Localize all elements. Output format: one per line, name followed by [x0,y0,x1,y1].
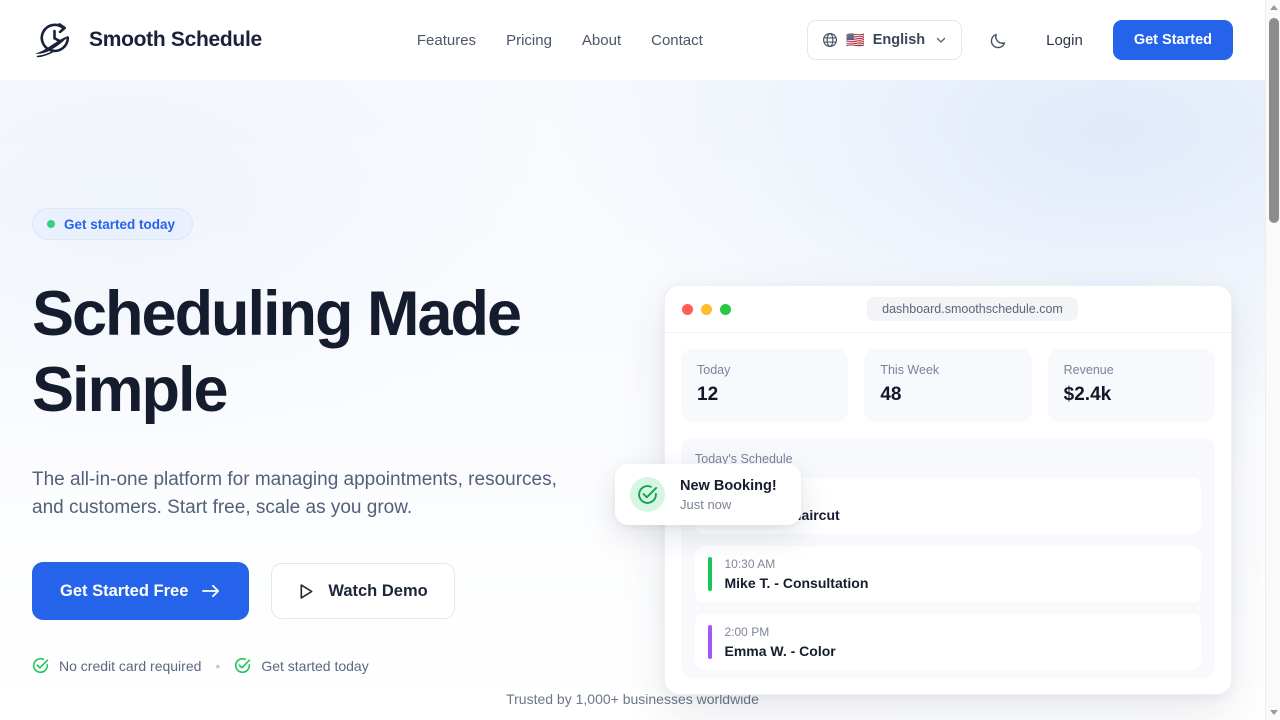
trust-separator: • [215,657,221,674]
stat-label: Today [697,363,731,377]
main-nav: Features Pricing About Contact [402,24,718,57]
stat-value: $2.4k [1063,384,1112,405]
browser-toolbar: dashboard.smoothschedule.com [665,286,1231,333]
hero-badge: Get started today [32,208,194,240]
stat-card-today: Today 12 [681,349,849,422]
play-icon [300,583,313,599]
get-started-free-button[interactable]: Get Started Free [32,562,250,620]
stat-value: 48 [880,384,902,405]
trust-label: No credit card required [59,657,202,674]
appointment-color-bar [708,625,712,659]
clock-swoosh-logo-icon [35,23,70,58]
login-link[interactable]: Login [1046,31,1083,49]
nav-item-about[interactable]: About [581,31,622,49]
hero-content: Get started today Scheduling Made Simple… [32,80,632,695]
page-scrollbar[interactable] [1265,0,1280,720]
language-label: English [872,32,926,48]
arrow-right-icon [202,584,220,598]
nav-item-features[interactable]: Features [416,31,477,49]
globe-icon [823,33,838,47]
chevron-down-icon [936,37,946,43]
hero-badge-label: Get started today [64,216,176,232]
status-dot-icon [47,220,55,228]
toast-title: New Booking! [680,477,777,494]
trust-item: Get started today [234,657,369,674]
appointment-time: 10:30 AM [724,557,776,571]
appointment-name: Emma W. - Color [724,643,836,659]
page-title: Scheduling Made Simple [32,279,522,425]
nav-item-pricing[interactable]: Pricing [506,31,552,49]
check-circle-icon [235,657,251,674]
stat-card-revenue: Revenue $2.4k [1047,349,1215,422]
get-started-free-label: Get Started Free [60,581,189,600]
hero-cta-row: Get Started Free Watch Demo [32,562,632,620]
address-bar[interactable]: dashboard.smoothschedule.com [867,297,1078,321]
trust-indicators: No credit card required • Get started to… [32,657,632,674]
nav-item-contact[interactable]: Contact [651,31,703,49]
hero-section: Get started today Scheduling Made Simple… [0,80,1265,695]
toast-timestamp: Just now [680,496,732,512]
minimize-dot-icon[interactable] [701,303,712,315]
watch-demo-button[interactable]: Watch Demo [271,563,455,619]
get-started-button[interactable]: Get Started [1112,20,1233,60]
trust-item: No credit card required [32,657,201,674]
appointment-name: Mike T. - Consultation [724,575,869,591]
stat-label: This Week [880,363,940,377]
list-item[interactable]: 10:30 AM Mike T. - Consultation [695,546,1201,602]
new-booking-toast: New Booking! Just now [615,464,801,525]
trust-label: Get started today [261,657,369,674]
language-selector[interactable]: 🇺🇸 English [807,20,963,60]
appointment-time: 2:00 PM [724,625,770,639]
flag-icon: 🇺🇸 [846,31,865,49]
brand-logo[interactable]: Smooth Schedule [32,20,262,60]
trusted-by-strip: Trusted by 1,000+ businesses worldwide [506,691,759,707]
hero-subtitle: The all-in-one platform for managing app… [32,469,557,518]
header-actions: 🇺🇸 English Login Get Started [807,20,1233,60]
maximize-dot-icon[interactable] [720,303,731,315]
scroll-up-arrow-icon[interactable] [1266,0,1280,15]
list-item[interactable]: 2:00 PM Emma W. - Color [695,614,1201,670]
stat-value: 12 [697,384,719,405]
watch-demo-label: Watch Demo [328,581,428,600]
check-circle-icon [32,657,49,674]
stat-card-this-week: This Week 48 [864,349,1032,422]
scrollbar-thumb[interactable] [1268,18,1279,223]
theme-toggle-button[interactable] [978,20,1018,60]
traffic-lights [682,303,731,315]
scroll-down-arrow-icon[interactable] [1266,705,1280,720]
hero-visual: dashboard.smoothschedule.com Today 12 Th… [615,80,1233,695]
check-circle-icon [630,477,665,512]
brand-name: Smooth Schedule [89,28,262,51]
stat-label: Revenue [1063,363,1114,377]
check-circle-glyph-icon [638,485,658,504]
stats-row: Today 12 This Week 48 Revenue $2.4k [681,349,1215,422]
close-dot-icon[interactable] [682,303,693,315]
appointment-color-bar [708,557,712,591]
site-header: Smooth Schedule Features Pricing About C… [0,0,1265,80]
moon-icon [990,33,1005,48]
